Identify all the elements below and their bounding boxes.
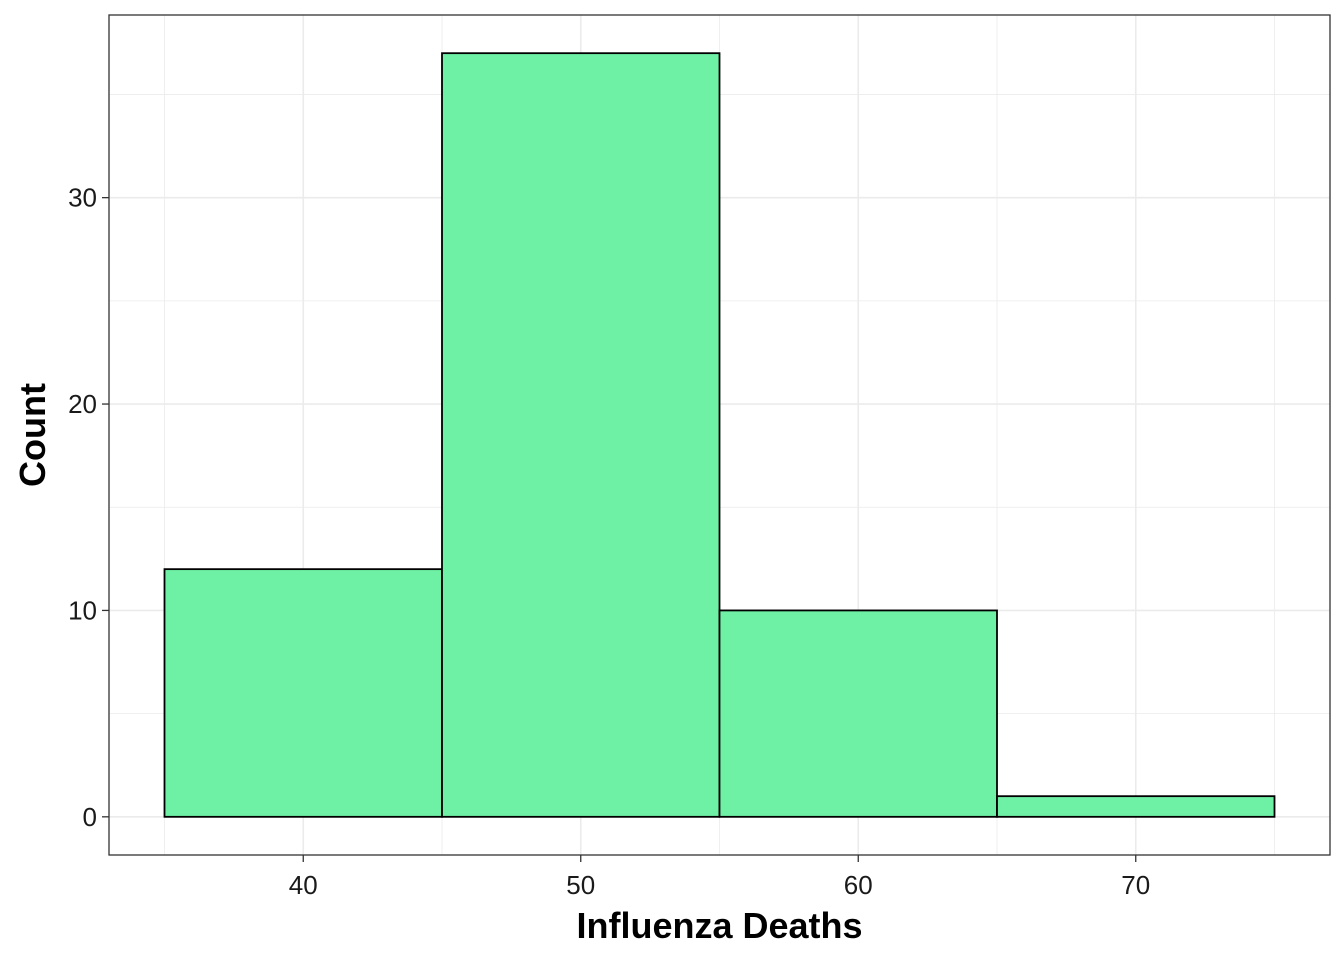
histogram-bar [996,795,1276,818]
histogram-bar [441,52,721,818]
y-tick-label: 10 [68,595,97,625]
y-tick-label: 30 [68,183,97,213]
y-tick-label: 0 [83,802,97,832]
plot-panel-border [108,14,1331,856]
histogram-bar [163,568,443,818]
x-axis-ticks: 40 50 60 70 [289,855,1150,900]
x-tick-label: 70 [1121,870,1150,900]
x-axis-title: Influenza Deaths [576,905,862,946]
y-tick-label: 20 [68,389,97,419]
x-tick-label: 60 [844,870,873,900]
x-tick-label: 40 [289,870,318,900]
y-axis-ticks: 0 10 20 30 [68,183,109,832]
histogram-bars [163,52,1276,818]
x-tick-label: 50 [566,870,595,900]
y-axis-title: Count [12,383,53,487]
histogram-bar [718,609,998,818]
